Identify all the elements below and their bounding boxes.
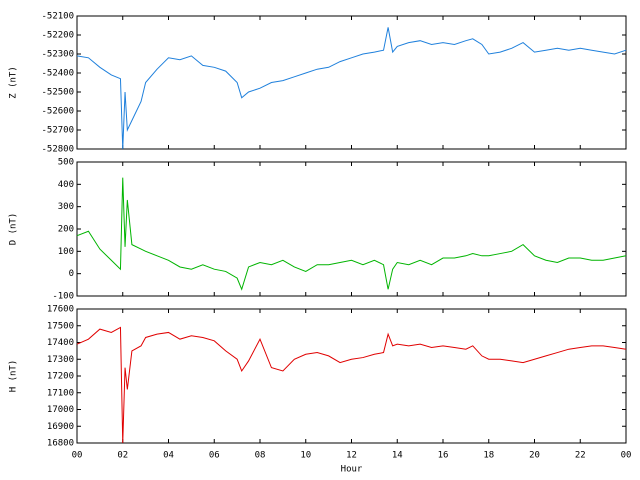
y-tick-label: -52600 <box>41 107 74 117</box>
y-tick-label: 17400 <box>47 338 74 348</box>
x-tick-label: 08 <box>255 451 266 461</box>
y-tick-label: 500 <box>58 158 74 168</box>
data-line <box>76 326 627 444</box>
y-tick-label: 16800 <box>47 439 74 449</box>
y-tick-label: -52800 <box>41 145 74 155</box>
x-tick-label: 20 <box>529 451 540 461</box>
y-tick-label: -52300 <box>41 50 74 60</box>
y-tick-label: -100 <box>52 292 74 302</box>
x-tick-label: 12 <box>346 451 357 461</box>
y-tick-label: 17000 <box>47 405 74 415</box>
y-tick-label: 17500 <box>47 321 74 331</box>
x-tick-label: 10 <box>300 451 311 461</box>
x-axis-label: Hour <box>341 465 363 475</box>
y-tick-label: 0 <box>69 269 74 279</box>
x-tick-label: 06 <box>209 451 220 461</box>
y-axis-label: D (nT) <box>9 213 19 246</box>
y-axis-label: Z (nT) <box>9 66 19 99</box>
y-tick-label: 200 <box>58 225 74 235</box>
x-tick-label: 22 <box>575 451 586 461</box>
x-tick-label: 18 <box>483 451 494 461</box>
y-tick-label: 16900 <box>47 422 74 432</box>
y-tick-label: -52700 <box>41 126 74 136</box>
y-tick-label: 300 <box>58 202 74 212</box>
y-tick-label: -52200 <box>41 31 74 41</box>
y-tick-label: -52400 <box>41 69 74 79</box>
y-tick-label: 100 <box>58 247 74 257</box>
x-tick-label: 00 <box>621 451 632 461</box>
data-line <box>76 177 627 291</box>
plot-frame <box>76 15 627 150</box>
x-tick-label: 04 <box>163 451 174 461</box>
y-tick-label: -52500 <box>41 88 74 98</box>
x-tick-label: 14 <box>392 451 403 461</box>
x-tick-label: 02 <box>117 451 128 461</box>
y-tick-label: 17200 <box>47 372 74 382</box>
x-tick-label: 16 <box>438 451 449 461</box>
plot-frame <box>76 161 627 297</box>
y-tick-label: 17300 <box>47 355 74 365</box>
y-tick-label: 17600 <box>47 305 74 315</box>
y-tick-label: -52100 <box>41 12 74 22</box>
y-axis-label: H (nT) <box>9 360 19 393</box>
plot-frame <box>76 308 627 444</box>
x-tick-label: 00 <box>72 451 83 461</box>
data-line <box>76 27 627 150</box>
y-tick-label: 400 <box>58 180 74 190</box>
y-tick-label: 17100 <box>47 388 74 398</box>
